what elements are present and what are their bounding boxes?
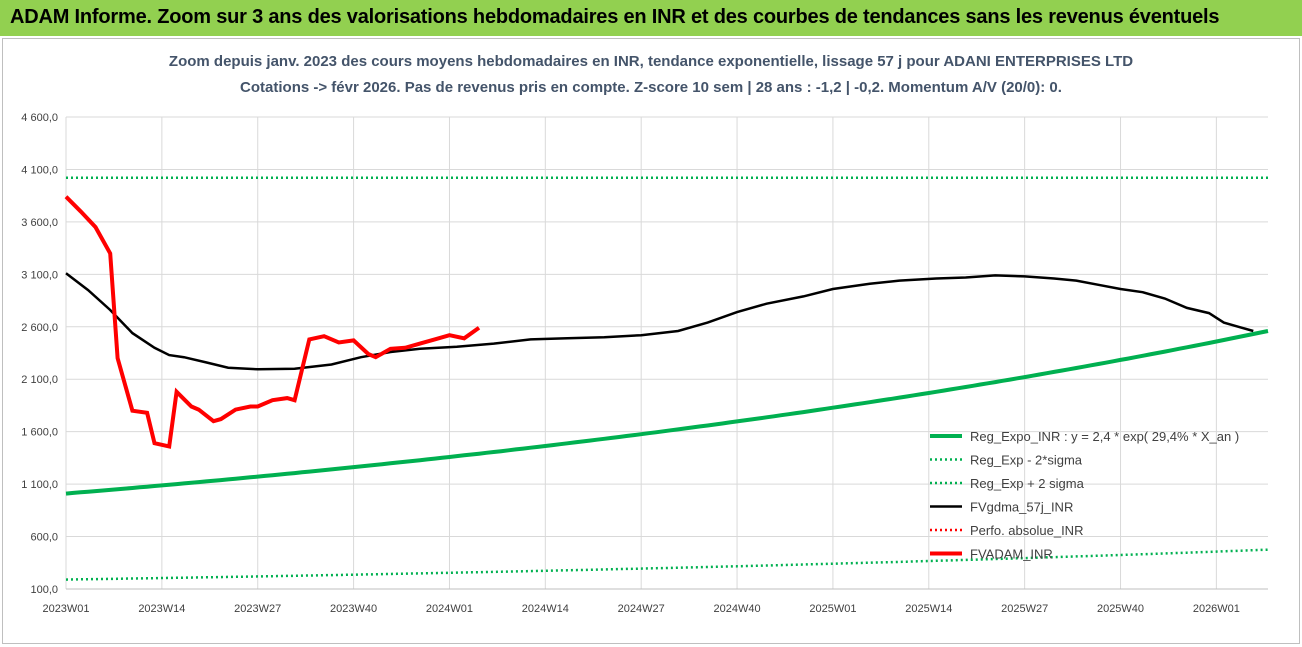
x-tick-label: 2024W40 — [714, 603, 761, 615]
y-tick-label: 100,0 — [30, 584, 58, 596]
y-tick-label: 2 600,0 — [21, 322, 58, 334]
x-tick-label: 2025W14 — [905, 603, 952, 615]
y-axis-ticks: 100,0 600,0 1 100,0 1 600,0 2 100,0 2 600,0 3 … — [21, 112, 58, 596]
x-tick-label: 2023W01 — [42, 603, 89, 615]
x-axis-ticks: 2023W01 2023W14 2023W27 2023W40 2024W01 2024W… — [42, 603, 1239, 615]
chart-title-line1: Zoom depuis janv. 2023 des cours moyens … — [168, 53, 1134, 70]
chart-title-line2: Cotations -> févr 2026. Pas de revenus p… — [240, 79, 1062, 96]
series-line-fvgdma-57j-inr — [65, 272, 1254, 371]
series-line-fvadam-inr — [64, 195, 481, 449]
series-group — [64, 176, 1269, 581]
legend-label: FVADAM_INR — [970, 547, 1053, 562]
x-tick-label: 2024W14 — [522, 603, 569, 615]
legend-label: Reg_Expo_INR : y = 2,4 * exp( 29,4% * X_… — [970, 429, 1239, 444]
series-line-reg-expo-inr — [65, 329, 1269, 496]
series-line-reg-exp — [65, 548, 1269, 581]
y-tick-label: 4 600,0 — [21, 112, 58, 124]
grid-lines — [65, 116, 1268, 590]
banner-title: ADAM Informe. Zoom sur 3 ans des valoris… — [10, 6, 1220, 28]
x-tick-label: 2025W27 — [1001, 603, 1048, 615]
x-tick-label: 2023W14 — [138, 603, 185, 615]
x-tick-label: 2024W27 — [618, 603, 665, 615]
chart-frame — [2, 38, 1300, 644]
y-tick-label: 1 100,0 — [21, 479, 58, 491]
x-tick-label: 2025W01 — [809, 603, 856, 615]
y-tick-label: 1 600,0 — [21, 427, 58, 439]
legend-label: Reg_Exp - 2*sigma — [970, 453, 1083, 468]
y-tick-label: 600,0 — [30, 532, 58, 544]
y-tick-label: 3 600,0 — [21, 217, 58, 229]
x-tick-label: 2023W40 — [330, 603, 377, 615]
x-tick-label: 2024W01 — [426, 603, 473, 615]
x-tick-label: 2026W01 — [1193, 603, 1240, 615]
x-tick-label: 2023W27 — [234, 603, 281, 615]
y-tick-label: 4 100,0 — [21, 164, 58, 176]
legend: Reg_Expo_INR : y = 2,4 * exp( 29,4% * X_… — [930, 429, 1239, 562]
legend-label: FVgdma_57j_INR — [970, 500, 1073, 515]
legend-label: Reg_Exp + 2 sigma — [970, 476, 1085, 491]
legend-label: Perfo. absolue_INR — [970, 523, 1083, 538]
y-tick-label: 3 100,0 — [21, 269, 58, 281]
y-tick-label: 2 100,0 — [21, 374, 58, 386]
x-tick-label: 2025W40 — [1097, 603, 1144, 615]
title-banner: ADAM Informe. Zoom sur 3 ans des valoris… — [0, 0, 1302, 36]
